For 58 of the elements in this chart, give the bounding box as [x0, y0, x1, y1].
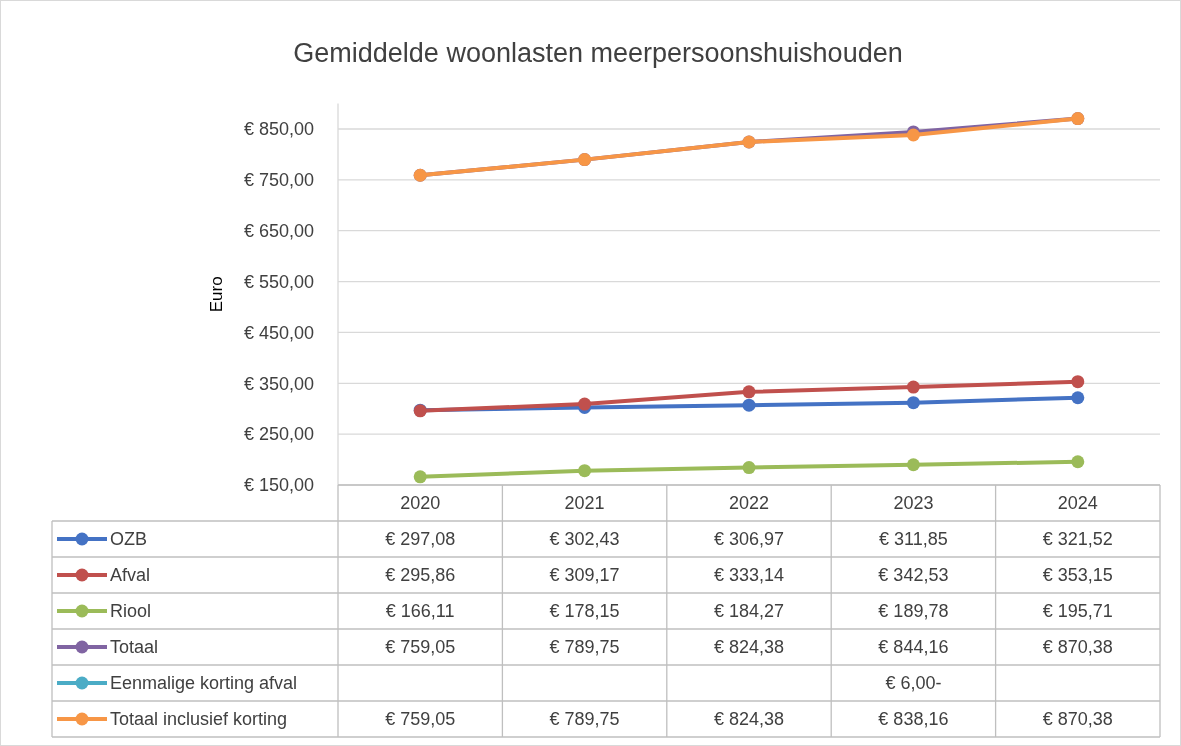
data-label: € 844,16	[878, 637, 949, 658]
y-tick-label: € 150,00	[243, 475, 314, 496]
legend-label: Totaal inclusief korting	[110, 709, 288, 730]
data-label: € 870,38	[1042, 709, 1113, 730]
data-label: € 178,15	[549, 601, 620, 622]
data-label: € 311,85	[879, 529, 948, 550]
data-label: € 189,78	[878, 601, 949, 622]
point	[413, 470, 427, 484]
point	[1071, 391, 1085, 405]
y-tick-label: € 650,00	[243, 221, 314, 241]
x-tick-label: 2024	[1057, 493, 1098, 514]
legend-label: OZB	[110, 529, 148, 550]
data-label: € 184,27	[713, 601, 785, 622]
chart-title: Gemiddelde woonlasten meerpersoonshuishouden	[293, 38, 903, 68]
legend-label: Riool	[110, 601, 152, 622]
data-label: € 824,38	[713, 637, 785, 658]
y-tick-label: € 250,00	[243, 424, 314, 445]
data-label: € 195,71	[1042, 601, 1113, 622]
data-label: € 870,38	[1042, 637, 1113, 658]
y-tick-label: € 550,00	[243, 271, 314, 292]
data-label: € 789,75	[549, 709, 620, 730]
data-label: € 166,11	[385, 601, 455, 622]
point	[1071, 375, 1085, 389]
data-label: € 838,16	[878, 709, 949, 730]
point	[906, 458, 920, 472]
point	[742, 385, 756, 399]
point	[742, 461, 756, 475]
legend-label: Eenmalige korting afval	[110, 673, 298, 694]
y-tick-label: € 350,00	[243, 373, 314, 394]
data-label: € 333,14	[713, 565, 785, 586]
data-label: € 306,97	[713, 529, 785, 550]
data-label: € 321,52	[1042, 529, 1113, 550]
point	[578, 464, 592, 478]
x-tick-label: 2022	[728, 493, 770, 514]
legend-label: Totaal	[110, 637, 159, 658]
y-tick-label: € 450,00	[243, 322, 314, 343]
text: € 6,00-	[885, 673, 942, 694]
x-tick-label: 2021	[564, 493, 605, 514]
data-label: € 297,08	[385, 529, 456, 550]
point	[742, 398, 756, 412]
data-label: € 353,15	[1042, 565, 1113, 586]
data-label: € 295,86	[385, 565, 456, 586]
legend-label: Afval	[110, 565, 151, 586]
x-tick-label: 2020	[400, 493, 441, 514]
point	[1071, 455, 1085, 469]
data-label: € 759,05	[385, 709, 456, 730]
data-label: € 342,53	[878, 565, 949, 586]
data-label: € 824,38	[713, 709, 785, 730]
y-tick-label: € 850,00	[243, 119, 314, 140]
point	[906, 396, 920, 410]
data-label: € 759,05	[385, 637, 456, 658]
data-label: € 789,75	[549, 637, 620, 658]
data-label: € 309,17	[549, 565, 620, 586]
data-label: € 302,43	[549, 529, 620, 550]
point	[906, 380, 920, 394]
x-tick-label: 2023	[893, 493, 934, 514]
y-axis-title: Euro	[207, 276, 226, 313]
y-tick-label: € 750,00	[243, 170, 314, 191]
